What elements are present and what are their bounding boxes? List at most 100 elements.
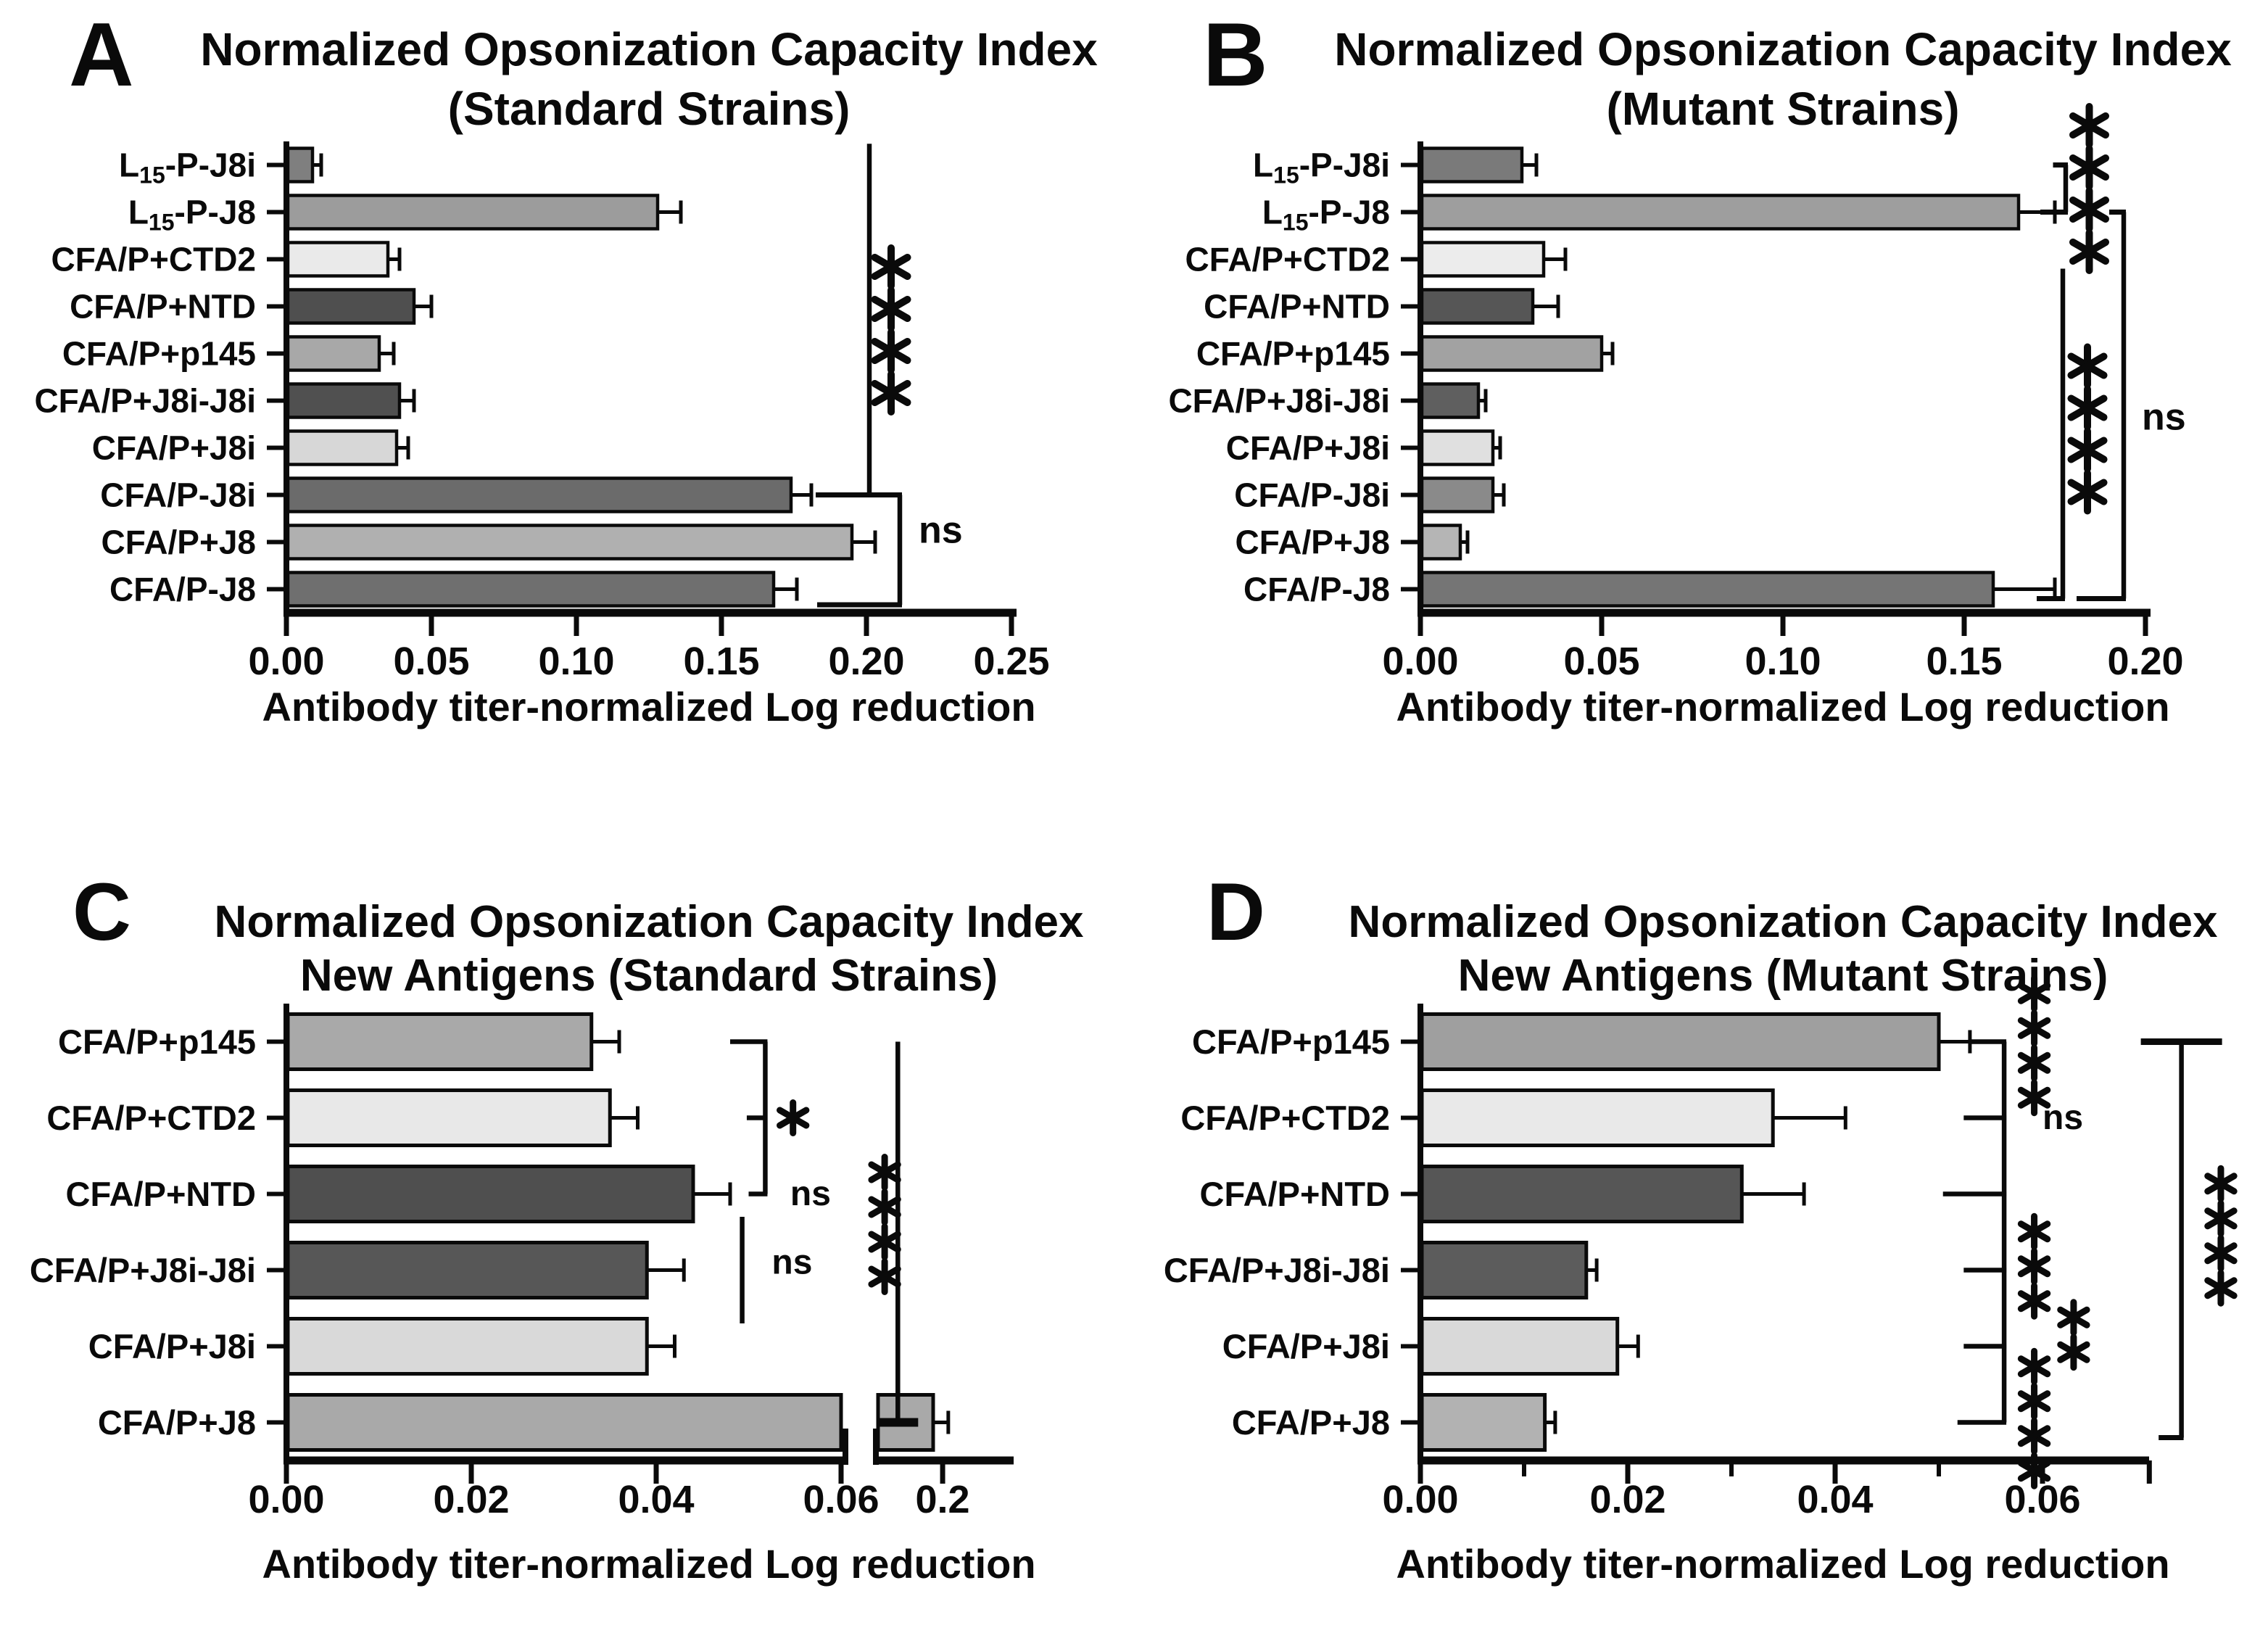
asterisk-glyph — [2017, 1079, 2051, 1117]
x-tick-label: 0.04 — [618, 1478, 694, 1521]
category-label: CFA/P-J8i — [100, 476, 256, 514]
asterisk-glyph — [2017, 1417, 2051, 1455]
bar — [286, 1165, 695, 1223]
asterisk-glyph — [2057, 1299, 2090, 1336]
bar — [1420, 429, 1495, 466]
significance-annotation: ns — [730, 1039, 831, 1213]
x-tick-label: 0.00 — [1382, 1478, 1458, 1521]
asterisk-glyph — [2067, 343, 2108, 389]
bar — [1420, 288, 1535, 325]
asterisk-glyph — [2017, 975, 2051, 1012]
asterisk-glyph — [2069, 103, 2110, 148]
bar — [286, 194, 660, 231]
significance-annotation — [2037, 268, 2108, 601]
panel-letter: D — [1207, 867, 1265, 957]
asterisk-glyph — [2204, 1234, 2238, 1272]
asterisk-glyph — [2204, 1269, 2238, 1307]
panel-b: B Normalized Opsonization Capacity Index (… — [1134, 0, 2268, 826]
bar — [286, 382, 402, 419]
panel-title-line1: Normalized Opsonization Capacity Index — [215, 897, 1084, 947]
significance-stars — [777, 1099, 810, 1136]
significance-annotation — [2040, 103, 2110, 274]
significance-label: ns — [2043, 1099, 2083, 1137]
category-label: CFA/P+NTD — [66, 1175, 256, 1213]
bar — [1420, 194, 2021, 231]
category-label: CFA/P+J8i — [1222, 1327, 1390, 1365]
asterisk-glyph — [2017, 1212, 2051, 1250]
category-label: CFA/P+J8i-J8i — [1164, 1251, 1390, 1289]
panel-a-chart: A Normalized Opsonization Capacity Index (… — [34, 5, 1098, 730]
x-tick-label: 0.20 — [828, 640, 904, 683]
category-label: CFA/P+p145 — [62, 335, 256, 373]
category-label: CFA/P-J8 — [1243, 571, 1390, 608]
panel-c-chart: C Normalized Opsonization Capacity IndexN… — [30, 867, 1084, 1587]
panel-d-chart: D Normalized Opsonization Capacity IndexN… — [1164, 867, 2238, 1587]
bar — [286, 524, 854, 561]
asterisk-glyph — [2017, 1282, 2051, 1320]
asterisk-glyph — [2017, 1044, 2051, 1082]
asterisk-glyph — [2069, 187, 2110, 232]
x-tick-label: 0.02 — [1589, 1478, 1665, 1521]
x-tick-label: 0.25 — [973, 640, 1049, 683]
significance-stars — [871, 244, 911, 416]
category-label: L15-P-J8 — [1262, 194, 1390, 236]
panel-title-line2: (Standard Strains) — [448, 83, 850, 135]
bar — [286, 1317, 649, 1376]
significance-stars — [2069, 103, 2110, 274]
category-label: CFA/P+J8i — [88, 1327, 256, 1365]
significance-stars — [2057, 1299, 2090, 1371]
x-tick-label: 0.20 — [2107, 640, 2183, 683]
panel-title-line2: (Mutant Strains) — [1606, 83, 1959, 135]
bar — [286, 335, 381, 372]
significance-annotation: ns — [1942, 975, 2090, 1489]
x-tick-label: 0.2 — [916, 1478, 970, 1521]
asterisk-glyph — [2067, 385, 2108, 431]
asterisk-glyph — [868, 1189, 901, 1226]
asterisk-glyph — [2204, 1199, 2238, 1237]
asterisk-glyph — [2204, 1165, 2238, 1202]
asterisk-glyph — [2017, 1347, 2051, 1385]
category-label: CFA/P+CTD2 — [1185, 241, 1390, 278]
category-label: CFA/P+J8i-J8i — [1168, 382, 1390, 420]
bar — [286, 429, 399, 466]
x-tick-label: 0.06 — [803, 1478, 879, 1521]
significance-annotation: ns — [817, 492, 963, 608]
category-label: CFA/P+J8 — [98, 1403, 256, 1442]
category-label: CFA/P+J8 — [102, 524, 257, 561]
significance-stars — [2067, 343, 2108, 515]
bar — [1420, 571, 1995, 608]
asterisk-glyph — [777, 1099, 810, 1136]
significance-label: ns — [771, 1244, 812, 1282]
asterisk-glyph — [868, 1154, 901, 1191]
significance-label: ns — [2142, 396, 2186, 438]
category-label: CFA/P+J8i-J8i — [30, 1251, 256, 1289]
category-label: CFA/P+CTD2 — [51, 241, 256, 278]
category-label: CFA/P+NTD — [70, 288, 256, 326]
significance-label: ns — [919, 509, 963, 551]
bar — [286, 241, 390, 278]
asterisk-glyph — [2057, 1334, 2090, 1371]
category-label: L15-P-J8i — [119, 146, 256, 189]
panel-b-chart: B Normalized Opsonization Capacity Index (… — [1168, 5, 2232, 730]
asterisk-glyph — [2067, 427, 2108, 473]
panel-title-line2: New Antigens (Standard Strains) — [300, 951, 998, 1001]
asterisk-glyph — [2017, 1247, 2051, 1285]
x-tick-label: 0.10 — [1745, 640, 1821, 683]
significance-stars — [868, 1154, 901, 1295]
significance-stars — [2017, 1212, 2051, 1320]
panel-d: D Normalized Opsonization Capacity Index N… — [1134, 822, 2268, 1649]
asterisk-glyph — [2069, 145, 2110, 190]
x-tick-label: 0.15 — [1926, 640, 2002, 683]
asterisk-glyph — [871, 244, 911, 289]
x-axis-title: Antibody titer-normalized Log reduction — [1396, 684, 2169, 730]
asterisk-glyph — [2067, 469, 2108, 515]
bar-segment — [286, 1393, 843, 1452]
panel-c: C Normalized Opsonization Capacity Index N… — [0, 822, 1134, 1649]
category-label: CFA/P+J8 — [1236, 524, 1391, 561]
panel-letter: A — [69, 5, 134, 105]
significance-annotation: ns — [2077, 210, 2186, 601]
bar — [1420, 382, 1481, 419]
x-axis-title: Antibody titer-normalized Log reduction — [1396, 1541, 2169, 1587]
category-label: CFA/P+NTD — [1204, 288, 1390, 326]
